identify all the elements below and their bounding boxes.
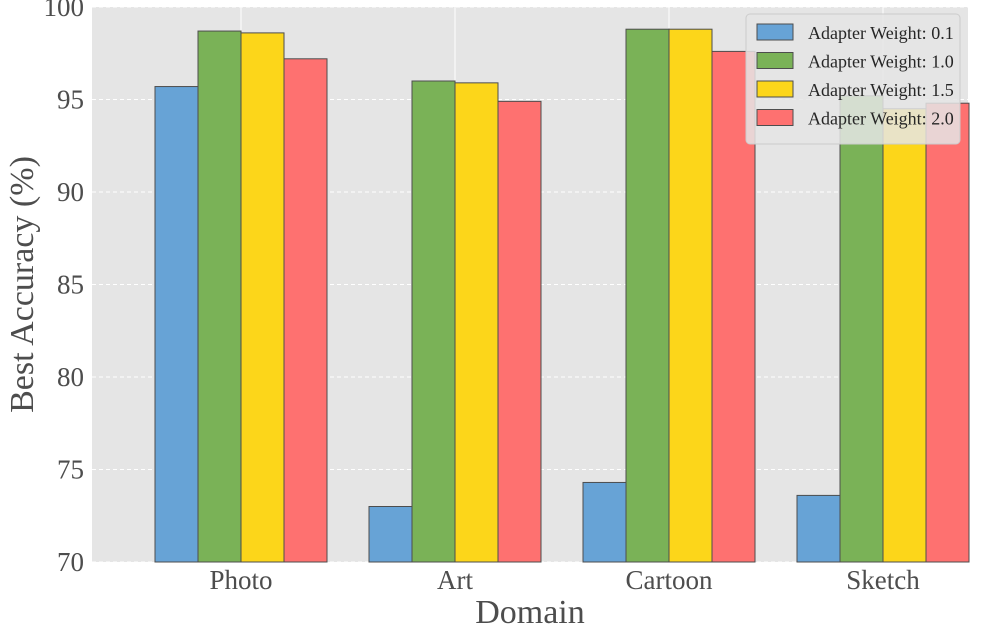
y-tick-label: 90 bbox=[57, 177, 84, 207]
bar-cartoon-series-2 bbox=[625, 28, 670, 563]
x-tick-label: Art bbox=[437, 565, 473, 595]
bar-sketch-series-4 bbox=[925, 102, 970, 563]
legend-swatch bbox=[756, 23, 794, 41]
bar-art-series-1 bbox=[368, 506, 413, 563]
y-tick-label: 75 bbox=[57, 455, 84, 485]
legend-label: Adapter Weight: 1.0 bbox=[808, 52, 954, 72]
y-axis-ticks: 70 75 80 85 90 95 100 bbox=[44, 0, 85, 577]
y-tick-label: 85 bbox=[57, 270, 84, 300]
x-tick-label: Cartoon bbox=[626, 565, 713, 595]
bar-art-series-3 bbox=[454, 82, 499, 563]
x-axis-ticks: Photo Art Cartoon Sketch bbox=[209, 565, 920, 595]
legend-box bbox=[745, 13, 961, 145]
bar-cartoon-series-3 bbox=[668, 28, 713, 563]
legend-label: Adapter Weight: 1.5 bbox=[808, 80, 954, 100]
y-tick-label: 100 bbox=[44, 0, 85, 22]
legend-swatch bbox=[756, 109, 794, 126]
bar-photo-series-1 bbox=[154, 86, 199, 563]
x-axis-title: Domain bbox=[475, 594, 585, 631]
bar-sketch-series-1 bbox=[796, 494, 841, 563]
legend-label: Adapter Weight: 2.0 bbox=[808, 109, 954, 129]
x-tick-label: Sketch bbox=[846, 565, 920, 595]
legend-swatch bbox=[756, 52, 794, 69]
bar-photo-series-2 bbox=[197, 30, 242, 563]
y-tick-label: 95 bbox=[57, 85, 84, 115]
legend-label: Adapter Weight: 0.1 bbox=[808, 23, 954, 43]
bar-photo-series-4 bbox=[283, 58, 328, 563]
y-axis-title: Best Accuracy (%) bbox=[4, 156, 41, 413]
bar-sketch-series-2 bbox=[839, 95, 884, 563]
bar-art-series-2 bbox=[411, 80, 456, 563]
bar-art-series-4 bbox=[497, 100, 542, 563]
y-tick-label: 70 bbox=[57, 547, 84, 577]
bar-sketch-series-3 bbox=[882, 108, 927, 563]
legend: Adapter Weight: 0.1 Adapter Weight: 1.0 Ad… bbox=[745, 13, 961, 145]
x-tick-label: Photo bbox=[209, 565, 272, 595]
bar-cartoon-series-1 bbox=[582, 481, 627, 563]
y-tick-label: 80 bbox=[57, 362, 84, 392]
legend-swatch bbox=[756, 80, 794, 98]
bar-photo-series-3 bbox=[240, 32, 285, 563]
